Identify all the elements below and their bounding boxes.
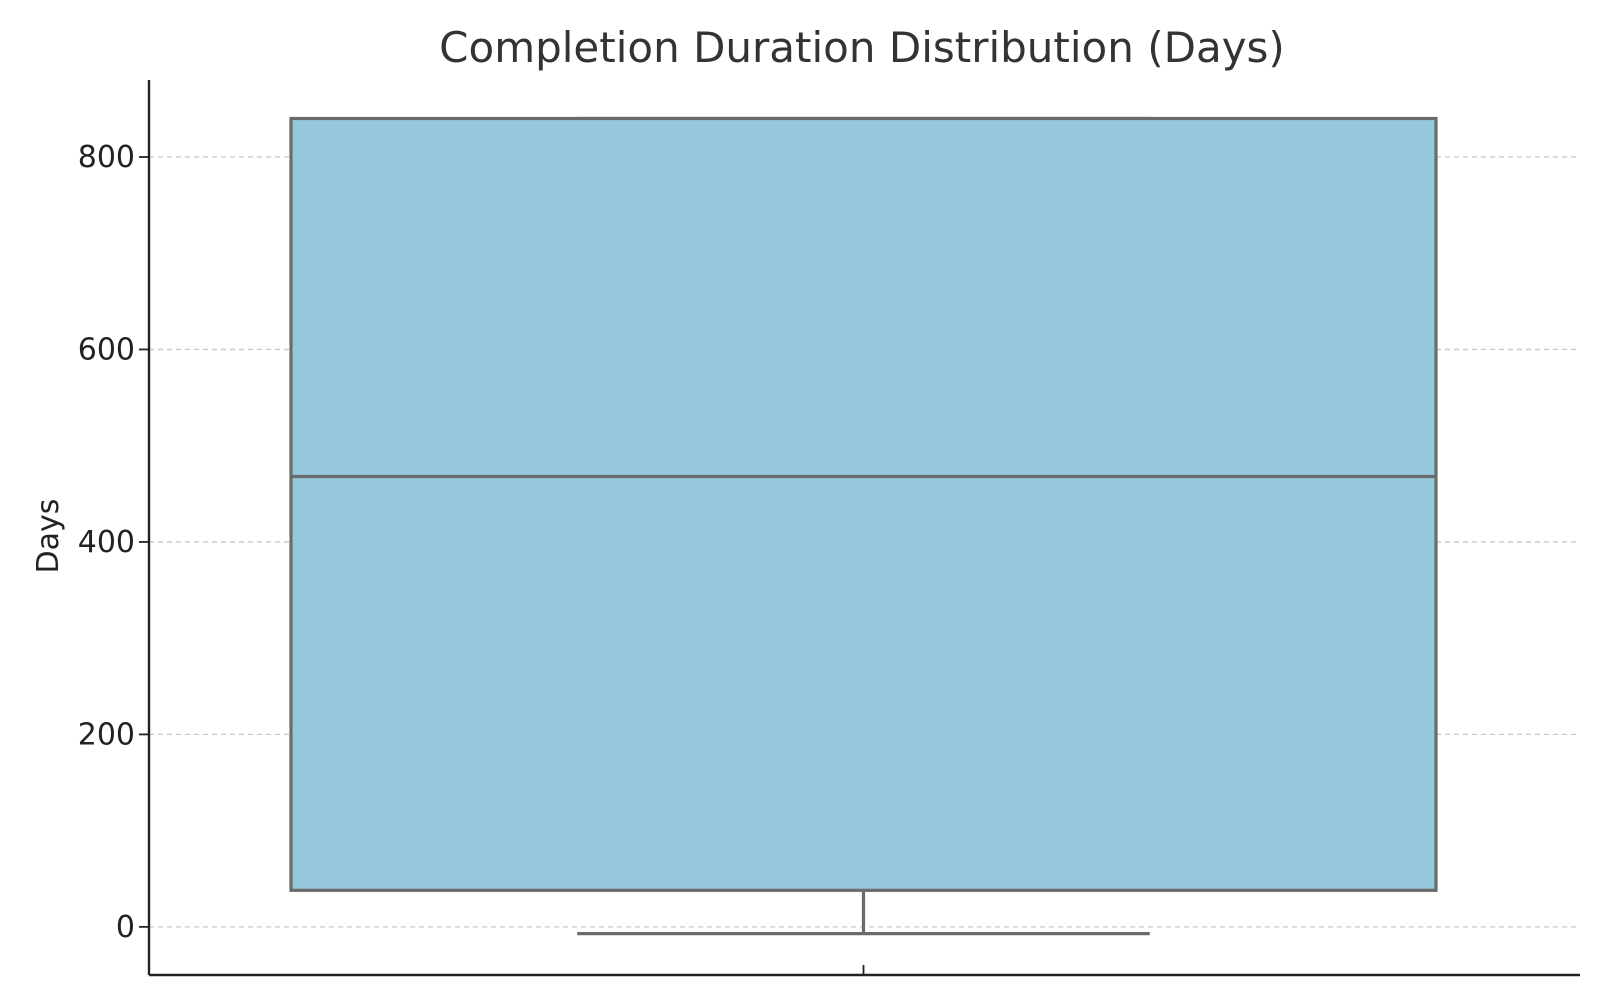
box-plot <box>289 116 1438 936</box>
y-axis-ticks: 0 200 400 600 800 <box>78 140 149 945</box>
y-tick-label: 400 <box>78 525 135 560</box>
chart-title: Completion Duration Distribution (Days) <box>439 23 1285 72</box>
y-tick-label: 0 <box>116 910 135 945</box>
interquartile-box <box>289 116 1438 892</box>
y-axis-label: Days <box>31 499 66 574</box>
axes <box>147 80 1580 977</box>
y-tick-label: 800 <box>78 140 135 175</box>
y-tick-label: 200 <box>78 717 135 752</box>
y-tick-label: 600 <box>78 332 135 367</box>
